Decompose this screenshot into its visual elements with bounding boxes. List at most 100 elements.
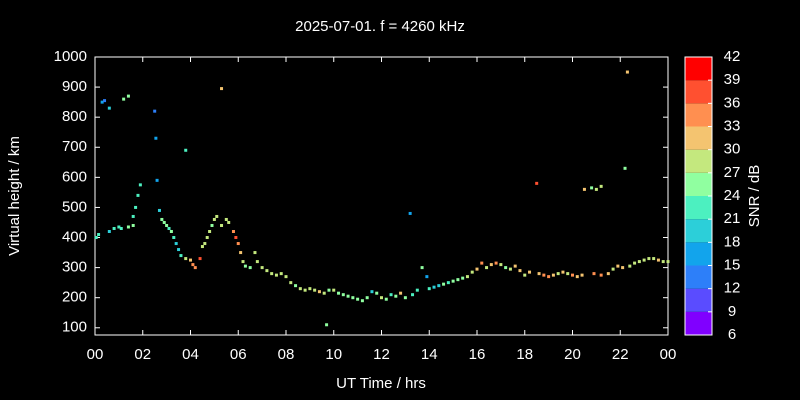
data-point — [174, 242, 178, 246]
x-tick-label: 22 — [612, 346, 629, 363]
data-point — [480, 261, 484, 265]
data-point — [212, 217, 216, 221]
data-point — [599, 273, 603, 277]
y-tick-label: 200 — [62, 289, 87, 306]
colorbar-tick-label: 6 — [728, 326, 736, 343]
data-point — [153, 109, 157, 113]
colorbar-band — [685, 265, 712, 289]
colorbar-tick-label: 39 — [724, 71, 741, 88]
data-point — [154, 136, 158, 140]
data-point — [489, 263, 493, 267]
colorbar-band — [685, 219, 712, 243]
data-point — [131, 214, 135, 218]
data-point — [356, 297, 360, 301]
colorbar-band — [685, 103, 712, 127]
x-tick-label: 14 — [421, 346, 438, 363]
x-tick-label: 20 — [564, 346, 581, 363]
data-point — [470, 270, 474, 274]
data-point — [666, 260, 670, 264]
data-point — [561, 270, 565, 274]
colorbar-tick-label: 42 — [724, 48, 741, 65]
data-point — [592, 272, 596, 276]
data-point — [131, 223, 135, 227]
data-point — [138, 183, 142, 187]
data-point — [411, 293, 415, 297]
data-point — [461, 276, 465, 280]
data-point — [107, 106, 111, 110]
data-point — [126, 225, 130, 229]
data-point — [122, 97, 126, 101]
data-point — [157, 208, 161, 212]
colorbar-tick-label: 9 — [728, 303, 736, 320]
colorbar-tick-label: 12 — [724, 280, 741, 297]
data-point — [303, 288, 307, 292]
data-point — [351, 296, 355, 300]
data-point — [508, 267, 512, 271]
data-point — [231, 230, 235, 234]
data-point — [611, 267, 615, 271]
data-point — [165, 223, 169, 227]
data-point — [289, 281, 293, 285]
data-point — [494, 261, 498, 265]
data-point — [437, 284, 441, 288]
data-point — [590, 186, 594, 190]
data-point — [518, 269, 522, 273]
data-point — [107, 230, 111, 234]
data-point — [322, 291, 326, 295]
data-point — [284, 275, 288, 279]
data-point — [239, 251, 243, 255]
y-tick-label: 1000 — [54, 48, 87, 65]
data-point — [200, 245, 204, 249]
y-tick-label: 700 — [62, 138, 87, 155]
colorbar-tick-label: 30 — [724, 141, 741, 158]
x-tick-label: 06 — [230, 346, 247, 363]
data-point — [427, 287, 431, 291]
data-point — [162, 220, 166, 224]
data-point — [656, 258, 660, 262]
chart-title: 2025-07-01. f = 4260 kHz — [295, 18, 465, 35]
data-point — [451, 279, 455, 283]
y-tick-label: 600 — [62, 168, 87, 185]
colorbar-band — [685, 57, 712, 81]
data-point — [537, 272, 541, 276]
data-point — [97, 233, 101, 237]
colorbar-band — [685, 172, 712, 196]
data-point — [394, 294, 398, 298]
colorbar-band — [685, 242, 712, 266]
data-point — [117, 225, 121, 229]
data-point — [112, 226, 116, 230]
data-point — [442, 282, 446, 286]
y-axis-label: Virtual height / km — [6, 136, 23, 256]
colorbar-tick-label: 33 — [724, 117, 741, 134]
data-point — [551, 273, 555, 277]
x-tick-label: 08 — [278, 346, 295, 363]
data-point — [523, 273, 527, 277]
data-point — [184, 148, 188, 152]
colorbar-tick-label: 36 — [724, 94, 741, 111]
data-point — [637, 260, 641, 264]
data-point — [580, 273, 584, 277]
data-point — [380, 296, 383, 300]
data-point — [220, 223, 224, 227]
x-tick-label: 18 — [516, 346, 533, 363]
data-point — [179, 254, 183, 258]
colorbar-band — [685, 196, 712, 220]
data-point — [456, 278, 460, 282]
colorbar-band — [685, 80, 712, 104]
data-point — [189, 258, 192, 262]
data-point — [327, 288, 331, 292]
data-point — [633, 261, 637, 265]
y-tick-label: 900 — [62, 78, 87, 95]
data-point — [571, 273, 574, 277]
data-point — [298, 287, 302, 291]
data-point — [642, 258, 646, 262]
colorbar-band — [685, 149, 712, 173]
data-point — [616, 264, 620, 268]
data-point — [294, 284, 298, 288]
x-tick-label: 10 — [325, 346, 342, 363]
data-point — [625, 70, 629, 74]
data-point — [499, 263, 503, 267]
data-point — [270, 272, 274, 276]
